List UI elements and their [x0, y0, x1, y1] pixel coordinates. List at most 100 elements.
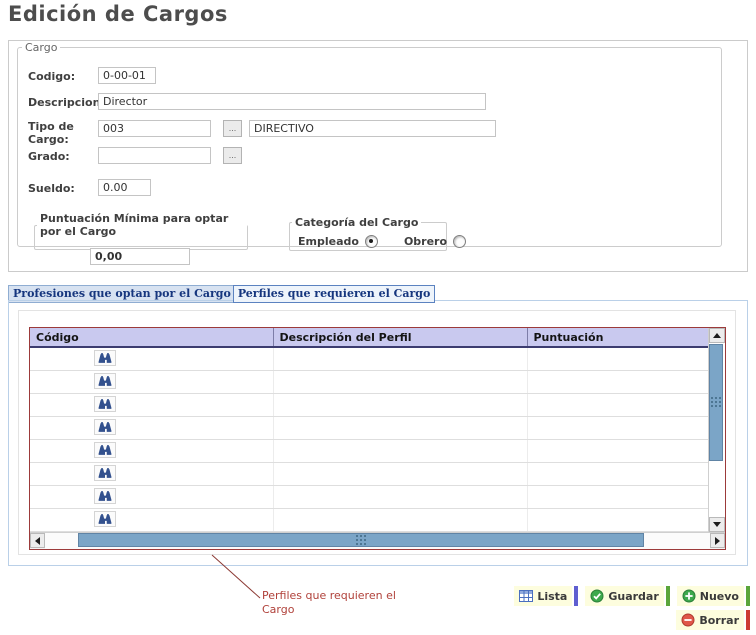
- descripcion-input[interactable]: [98, 93, 486, 110]
- horizontal-scroll-track[interactable]: [45, 533, 710, 549]
- minus-circle-icon: [681, 613, 695, 627]
- grid-cell-descripcion: [273, 370, 528, 394]
- grid-cell-puntuacion: [527, 485, 708, 509]
- grid-cell-descripcion: [273, 439, 528, 463]
- arrow-left-icon: [35, 536, 40, 545]
- lista-buttonwrap: Lista: [514, 586, 579, 606]
- tab-perfiles[interactable]: Perfiles que requieren el Cargo: [232, 285, 436, 303]
- col-header-puntuacion[interactable]: Puntuación: [527, 328, 708, 348]
- arrow-up-icon: [713, 333, 721, 338]
- row-search-button[interactable]: [94, 488, 116, 504]
- binoculars-icon: [98, 422, 112, 432]
- binoculars-icon: [98, 514, 112, 524]
- grid-cell-descripcion: [273, 508, 528, 532]
- tab-strip: Profesiones que optan por el Cargo Perfi…: [8, 285, 436, 303]
- row-search-button[interactable]: [94, 350, 116, 366]
- vertical-scroll-track[interactable]: [709, 343, 725, 517]
- grid-cell-codigo: [30, 508, 274, 532]
- borrar-button[interactable]: Borrar: [676, 610, 744, 630]
- grid-row: [30, 347, 708, 371]
- grid-cell-puntuacion: [527, 370, 708, 394]
- grid-cell-puntuacion: [527, 416, 708, 440]
- horizontal-scrollbar[interactable]: [30, 532, 725, 549]
- action-row-2: Borrar: [676, 610, 750, 630]
- borrar-bar: [746, 610, 750, 630]
- horizontal-scroll-thumb[interactable]: [78, 533, 644, 547]
- grid-row: [30, 416, 708, 440]
- page-title: Edición de Cargos: [8, 2, 228, 26]
- perfiles-panel-inner: Código Descripción del Perfil Puntuación: [18, 310, 736, 555]
- binoculars-icon: [98, 353, 112, 363]
- vertical-scroll-thumb[interactable]: [709, 344, 723, 461]
- sueldo-label: Sueldo:: [28, 182, 75, 195]
- categoria-fieldset: Categoría del Cargo Empleado Obrero: [289, 216, 467, 251]
- callout-text-line1: Perfiles que requieren el: [262, 589, 396, 602]
- grid-cell-codigo: [30, 485, 274, 509]
- row-search-button[interactable]: [94, 442, 116, 458]
- perfiles-table: Código Descripción del Perfil Puntuación: [30, 328, 708, 532]
- binoculars-icon: [98, 399, 112, 409]
- row-search-button[interactable]: [94, 419, 116, 435]
- scroll-down-button[interactable]: [709, 517, 725, 532]
- binoculars-icon: [98, 491, 112, 501]
- lista-label: Lista: [537, 589, 568, 603]
- nuevo-buttonwrap: Nuevo: [676, 586, 750, 606]
- row-search-button[interactable]: [94, 373, 116, 389]
- descripcion-label: Descripcion:: [28, 96, 105, 109]
- row-search-button[interactable]: [94, 396, 116, 412]
- col-header-descripcion[interactable]: Descripción del Perfil: [273, 328, 528, 348]
- grid-cell-codigo: [30, 370, 274, 394]
- grid-cell-puntuacion: [527, 393, 708, 417]
- grado-input[interactable]: [98, 147, 211, 164]
- codigo-label: Codigo:: [28, 70, 76, 83]
- guardar-bar: [665, 586, 670, 606]
- grid-body: [30, 347, 708, 532]
- grid-cell-puntuacion: [527, 347, 708, 371]
- row-search-button[interactable]: [94, 465, 116, 481]
- row-search-button[interactable]: [94, 511, 116, 527]
- grip-dots-icon: [359, 539, 362, 541]
- tipo-de-cargo-label: Tipo de Cargo:: [28, 120, 74, 146]
- grid-row: [30, 508, 708, 532]
- codigo-input[interactable]: [98, 67, 156, 84]
- nuevo-bar: [746, 586, 750, 606]
- puntuacion-minima-input[interactable]: [90, 248, 190, 265]
- tab-profesiones[interactable]: Profesiones que optan por el Cargo: [8, 285, 236, 303]
- action-row-1: Lista Guardar Nuevo: [514, 586, 750, 606]
- lista-button[interactable]: Lista: [514, 586, 573, 606]
- puntuacion-minima-legend: Puntuación Mínima para optar por el Carg…: [40, 212, 229, 238]
- col-header-codigo[interactable]: Código: [30, 328, 274, 348]
- grid-cell-descripcion: [273, 416, 528, 440]
- grid-cell-codigo: [30, 416, 274, 440]
- grado-browse-button[interactable]: ...: [223, 147, 242, 164]
- binoculars-icon: [98, 445, 112, 455]
- perfiles-panel: Código Descripción del Perfil Puntuación: [8, 300, 748, 566]
- grid-cell-descripcion: [273, 485, 528, 509]
- grid-cell-descripcion: [273, 347, 528, 371]
- check-circle-icon: [590, 589, 604, 603]
- tipo-de-cargo-code-input[interactable]: [98, 120, 211, 137]
- grip-dots-icon: [715, 401, 717, 404]
- vertical-scrollbar[interactable]: [708, 328, 725, 532]
- obrero-radio[interactable]: [453, 235, 467, 248]
- empleado-label: Empleado: [298, 235, 359, 248]
- scroll-right-button[interactable]: [710, 533, 725, 548]
- callout-text: Perfiles que requieren el Cargo: [262, 589, 396, 617]
- tipo-de-cargo-name-input[interactable]: [249, 120, 496, 137]
- scroll-up-button[interactable]: [709, 328, 725, 343]
- nuevo-button[interactable]: Nuevo: [676, 586, 744, 606]
- binoculars-icon: [98, 468, 112, 478]
- guardar-label: Guardar: [608, 589, 659, 603]
- grid-cell-puntuacion: [527, 462, 708, 486]
- guardar-button[interactable]: Guardar: [585, 586, 664, 606]
- sueldo-input[interactable]: [98, 179, 151, 196]
- arrow-right-icon: [715, 536, 720, 545]
- grid-cell-descripcion: [273, 393, 528, 417]
- grid-row: [30, 439, 708, 463]
- grid-cell-codigo: [30, 393, 274, 417]
- cargo-fieldset: Cargo Codigo: Descripcion: Tipo de Cargo…: [17, 41, 722, 265]
- scroll-left-button[interactable]: [30, 533, 45, 548]
- grid-row: [30, 370, 708, 394]
- tipo-de-cargo-browse-button[interactable]: ...: [223, 120, 242, 137]
- empleado-radio[interactable]: [364, 235, 378, 248]
